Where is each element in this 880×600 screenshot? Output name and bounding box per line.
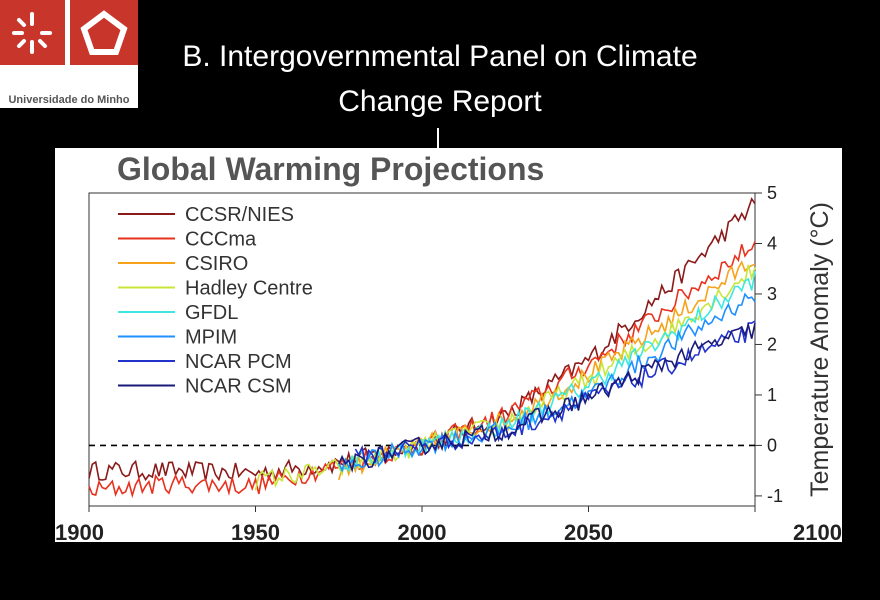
logo-red-square-left — [0, 0, 65, 65]
x-tick-label-1: 1900 — [55, 520, 104, 542]
logo-graphic: Universidade do Minho — [0, 0, 138, 106]
y-tick-label-3: 1 — [767, 385, 777, 405]
legend-label-5: GFDL — [185, 302, 238, 324]
y-tick-label-7: 5 — [767, 183, 777, 203]
chart-panel: Global Warming Projections CCSR/NIES CCCma… — [55, 148, 842, 542]
series-line-8 — [338, 322, 756, 473]
x-tick-label-2: 1950 — [231, 520, 280, 542]
text-cursor — [437, 128, 439, 152]
y-tick-label-2: 0 — [767, 435, 777, 455]
x-tick-label-4: 2050 — [564, 520, 613, 542]
chart-svg: Global Warming Projections CCSR/NIES CCCma… — [55, 151, 842, 542]
university-logo: Universidade do Minho — [0, 0, 138, 108]
y-tick-label-1: -1 — [767, 486, 783, 506]
y-axis-label: Temperature Anomaly (°C) — [806, 202, 834, 497]
series-lines — [88, 197, 756, 499]
sun-icon — [12, 12, 52, 54]
series-line-5 — [338, 270, 756, 473]
legend-label-7: NCAR PCM — [185, 351, 292, 373]
x-tick-label-5: 2100 — [793, 520, 842, 542]
y-tick-label-4: 2 — [767, 334, 777, 354]
slide-title: B. Intergovernmental Panel on Climate Ch… — [182, 40, 698, 118]
legend-label-1: CCSR/NIES — [185, 204, 294, 226]
legend-label-8: NCAR CSM — [185, 376, 292, 398]
series-line-2 — [88, 241, 756, 499]
logo-red-square-right — [70, 0, 138, 65]
legend-label-3: CSIRO — [185, 253, 248, 275]
pentagon-icon — [80, 10, 128, 55]
legend-label-4: Hadley Centre — [185, 278, 313, 300]
x-tick-label-3: 2000 — [398, 520, 447, 542]
chart-title: Global Warming Projections — [117, 151, 544, 187]
legend-label-2: CCCma — [185, 229, 257, 251]
y-tick-label-5: 3 — [767, 284, 777, 304]
series-line-4 — [254, 264, 756, 491]
legend-label-6: MPIM — [185, 327, 237, 349]
logo-caption: Universidade do Minho — [8, 94, 129, 106]
y-tick-label-6: 4 — [767, 233, 777, 253]
